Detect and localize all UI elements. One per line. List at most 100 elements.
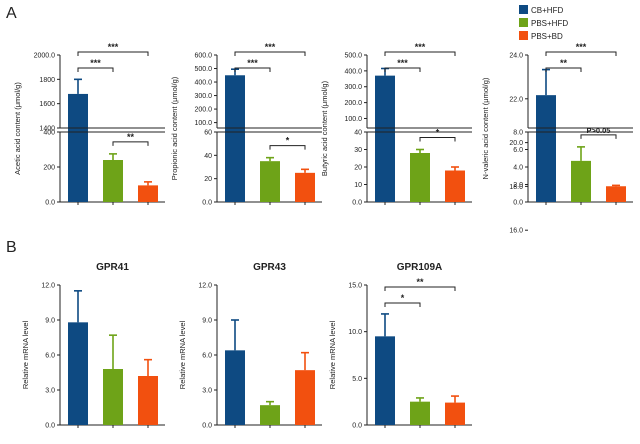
y-axis-label: Relative mRNA level [178, 320, 187, 389]
significance-label: * [436, 128, 440, 138]
bar-pbs-hfd [571, 160, 591, 202]
y-tick-label: 18.0 [509, 184, 523, 191]
y-tick-label: 10 [354, 182, 362, 189]
chart-title: GPR43 [253, 262, 286, 273]
significance-label: ** [127, 132, 135, 142]
y-tick-label: 200.0 [194, 107, 212, 114]
y-tick-label: 1800 [39, 77, 55, 84]
bar-pbs-hfd [260, 161, 280, 202]
legend-swatch-cb-hfd [519, 5, 528, 14]
y-tick-label: 6.0 [45, 353, 55, 360]
bar-pbs-hfd [410, 401, 430, 425]
chart-1: Acetic acid content (μmol/g) 0.0 200 400140… [13, 42, 165, 207]
y-tick-label: 1600 [39, 101, 55, 108]
legend: CB+HFD PBS+HFD PBS+BD [519, 5, 568, 41]
y-tick-label: 20 [204, 176, 212, 183]
y-tick-label: 300.0 [344, 84, 362, 91]
y-axis-label: Acetic acid content (μmol/g) [13, 82, 22, 175]
y-tick-label: 0.0 [45, 423, 55, 430]
y-tick-label: 200.0 [344, 100, 362, 107]
y-tick-label: 6.0 [513, 147, 523, 154]
y-tick-label: 15.0 [348, 283, 362, 290]
chart-2: Propionic acid content (μmol/g) 0.0 20 40 60… [170, 42, 322, 207]
y-tick-label: 3.0 [45, 388, 55, 395]
chart-4: N-valeric acid content (μmol/g) 0.0 2.0 4.0… [481, 42, 633, 235]
y-axis-label: N-valeric acid content (μmol/g) [481, 77, 490, 179]
significance-bracket [545, 51, 617, 56]
bar-pbs-bd [445, 402, 465, 425]
y-tick-label: 1400 [39, 126, 55, 133]
y-tick-label: 400.0 [344, 68, 362, 75]
y-axis-label: Propionic acid content (μmol/g) [170, 76, 179, 180]
bar-pbs-hfd [103, 160, 123, 202]
y-tick-label: 0.0 [352, 200, 362, 207]
bar-cb-hfd [375, 75, 395, 202]
significance-label: * [286, 136, 290, 146]
chart-7: GPR109A Relative mRNA level 0.0 5.0 10.0 15.0… [328, 262, 472, 430]
panel-label-b: B [6, 239, 17, 256]
significance-bracket [269, 145, 306, 150]
significance-label: *** [397, 58, 408, 68]
y-tick-label: 8.0 [513, 130, 523, 137]
y-tick-label: 40 [354, 130, 362, 137]
y-tick-label: 5.0 [352, 376, 362, 383]
y-tick-label: 0.0 [513, 200, 523, 207]
significance-label: * [401, 293, 405, 303]
bar-pbs-hfd [410, 153, 430, 202]
significance-label: *** [576, 42, 587, 52]
y-tick-label: 22.0 [509, 96, 523, 103]
significance-bracket [234, 67, 271, 72]
y-tick-label: 12.0 [41, 283, 55, 290]
chart-6: GPR43 Relative mRNA level 0.0 3.0 6.0 9.0 12.0 [178, 262, 322, 430]
significance-bracket [77, 51, 149, 56]
y-tick-label: 400.0 [194, 80, 212, 87]
y-tick-label: 6.0 [202, 353, 212, 360]
y-tick-label: 3.0 [202, 388, 212, 395]
y-tick-label: 100.0 [344, 116, 362, 123]
y-tick-label: 20 [354, 165, 362, 172]
significance-label: *** [415, 42, 426, 52]
bar-cb-hfd [225, 350, 245, 425]
significance-bracket [384, 286, 456, 291]
y-tick-label: 24.0 [509, 53, 523, 60]
significance-label: ** [416, 277, 424, 287]
chart-title: GPR41 [96, 262, 129, 273]
bar-pbs-bd [606, 186, 626, 202]
y-tick-label: 9.0 [202, 318, 212, 325]
bar-cb-hfd [225, 75, 245, 202]
y-tick-label: 4.0 [513, 165, 523, 172]
y-axis-label: Relative mRNA level [21, 320, 30, 389]
significance-bracket [384, 67, 421, 72]
bar-pbs-bd [445, 170, 465, 202]
bar-pbs-bd [138, 185, 158, 202]
y-axis-label: Relative mRNA level [328, 320, 337, 389]
significance-bracket [545, 67, 582, 72]
charts: Acetic acid content (μmol/g) 0.0 200 400140… [13, 42, 633, 430]
y-tick-label: 9.0 [45, 318, 55, 325]
legend-label-cb-hfd: CB+HFD [531, 6, 563, 15]
significance-label: *** [247, 58, 258, 68]
y-tick-label: 0.0 [352, 423, 362, 430]
chart-5: GPR41 Relative mRNA level 0.0 3.0 6.0 9.0 12.0 [21, 262, 165, 430]
chart-title: GPR109A [397, 262, 443, 273]
bar-cb-hfd [68, 322, 88, 425]
legend-label-pbs-hfd: PBS+HFD [531, 19, 568, 28]
bar-cb-hfd [536, 95, 556, 202]
significance-label: P>0.05 [587, 126, 611, 135]
significance-label: ** [560, 58, 568, 68]
y-tick-label: 2.0 [513, 182, 523, 189]
y-tick-label: 200 [43, 165, 55, 172]
y-tick-label: 500.0 [194, 66, 212, 73]
y-tick-label: 0.0 [202, 423, 212, 430]
y-tick-label: 500.0 [344, 53, 362, 60]
significance-bracket [112, 141, 149, 146]
chart-3: Butyric acid content (μmol/g) 0.0 10 20 30 40… [320, 42, 472, 207]
bar-cb-hfd [68, 93, 88, 202]
bar-cb-hfd [375, 336, 395, 425]
significance-bracket [419, 137, 456, 142]
y-tick-label: 40 [204, 153, 212, 160]
y-tick-label: 10.0 [348, 329, 362, 336]
y-tick-label: 30 [354, 147, 362, 154]
significance-bracket [77, 67, 114, 72]
